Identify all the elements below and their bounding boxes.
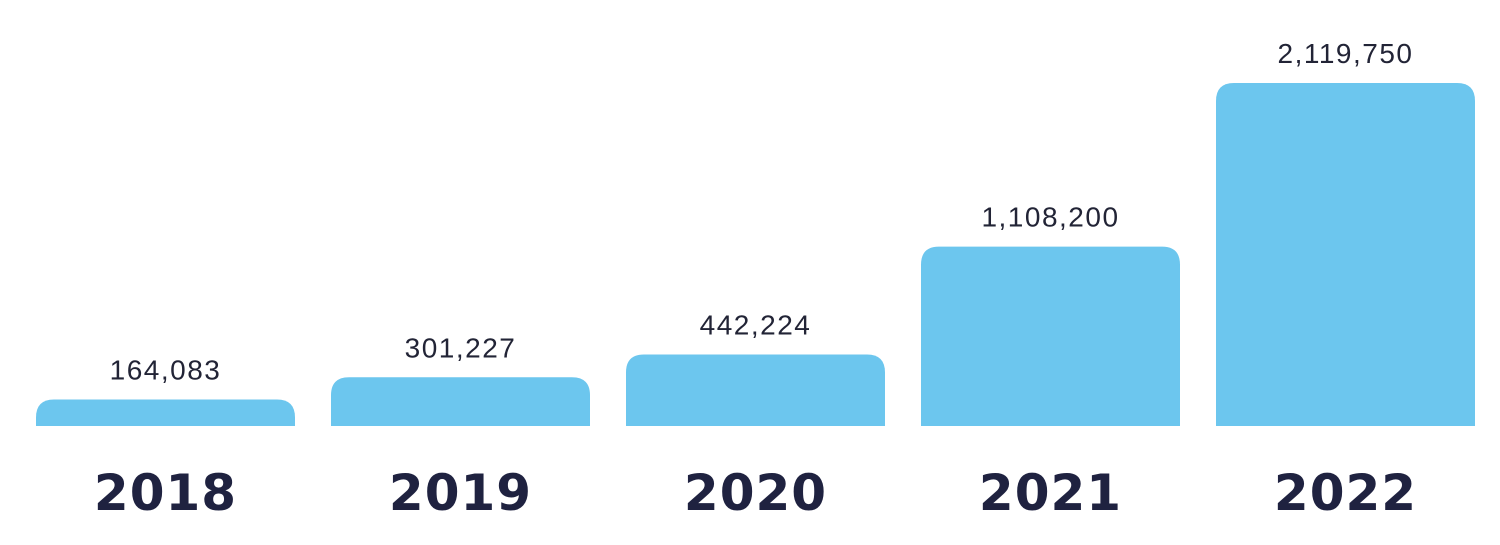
category-label-2022: 2022 [1274,464,1417,522]
category-label-2019: 2019 [389,464,532,522]
value-labels-group: 164,083 301,227 442,224 1,108,200 2,119,750 [110,38,1414,385]
bar-2018 [36,399,295,426]
value-label-2020: 442,224 [700,309,812,340]
category-labels-group: 2018 2019 2020 2021 2022 [94,464,1417,522]
value-label-2019: 301,227 [405,332,517,363]
bar-2019 [331,377,590,426]
bars-group [36,83,1475,426]
value-label-2022: 2,119,750 [1278,38,1414,69]
bar-2020 [626,354,885,426]
category-label-2018: 2018 [94,464,237,522]
bar-2022 [1216,83,1475,426]
category-label-2021: 2021 [979,464,1122,522]
category-label-2020: 2020 [684,464,827,522]
value-label-2021: 1,108,200 [981,202,1119,233]
bar-2021 [921,246,1180,426]
value-label-2018: 164,083 [110,354,222,385]
